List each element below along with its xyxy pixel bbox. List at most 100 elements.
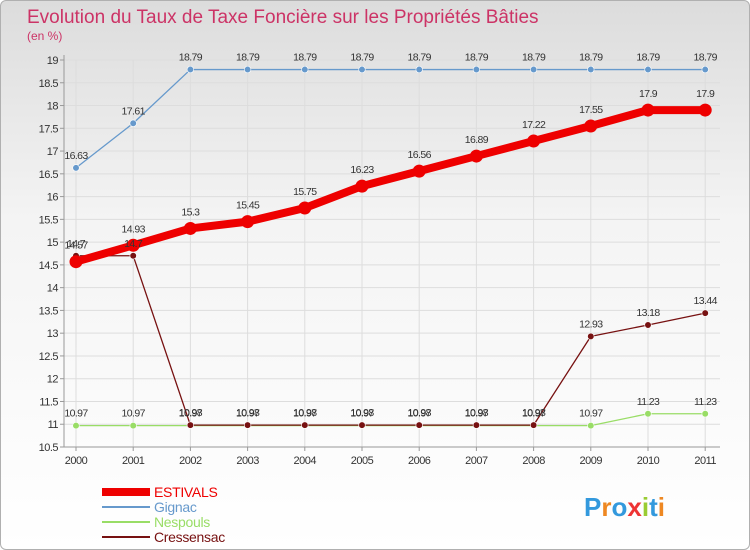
data-label-cressensac: 14.7 bbox=[67, 238, 86, 250]
y-tick-label: 13.5 bbox=[39, 305, 59, 317]
data-point-gignac bbox=[587, 65, 595, 74]
data-label-estivals: 17.55 bbox=[579, 104, 603, 116]
data-point-estivals bbox=[698, 103, 712, 117]
data-label-gignac: 18.79 bbox=[522, 52, 546, 64]
y-tick-label: 18.5 bbox=[39, 78, 59, 90]
data-label-estivals: 17.9 bbox=[639, 88, 658, 100]
data-point-cressensac bbox=[415, 421, 423, 429]
data-label-estivals: 15.3 bbox=[181, 206, 200, 218]
data-label-gignac: 18.79 bbox=[465, 52, 489, 64]
data-point-nespouls bbox=[701, 410, 709, 418]
data-label-nespouls: 10.97 bbox=[122, 408, 146, 420]
data-point-gignac bbox=[358, 65, 366, 74]
data-label-cressensac: 13.44 bbox=[694, 295, 718, 307]
legend-label-gignac: Gignac bbox=[154, 499, 197, 515]
data-point-estivals bbox=[241, 215, 255, 229]
data-label-cressensac: 12.93 bbox=[579, 318, 603, 330]
y-tick-label: 15 bbox=[47, 237, 59, 249]
data-label-estivals: 14.93 bbox=[122, 223, 146, 235]
series-line-gignac bbox=[75, 68, 706, 169]
data-label-gignac: 18.79 bbox=[408, 52, 432, 64]
data-point-gignac bbox=[415, 65, 423, 74]
data-label-nespouls: 10.97 bbox=[293, 408, 317, 420]
data-point-estivals bbox=[355, 179, 369, 193]
data-point-gignac bbox=[301, 65, 309, 74]
data-label-estivals: 17.9 bbox=[696, 88, 715, 100]
data-label-cressensac: 13.18 bbox=[636, 307, 660, 319]
data-point-gignac bbox=[129, 119, 137, 127]
chart-subtitle: (en %) bbox=[27, 29, 62, 43]
x-tick-label: 2002 bbox=[179, 455, 202, 467]
data-label-gignac: 18.79 bbox=[350, 52, 374, 64]
data-label-cressensac: 10.98 bbox=[293, 407, 317, 419]
data-point-nespouls bbox=[587, 422, 595, 430]
data-point-gignac bbox=[701, 65, 709, 74]
data-point-nespouls bbox=[644, 410, 652, 418]
data-label-nespouls: 10.97 bbox=[465, 408, 489, 420]
y-tick-label: 14 bbox=[47, 283, 59, 295]
x-tick-label: 2005 bbox=[351, 455, 374, 467]
data-point-cressensac bbox=[701, 309, 709, 317]
data-point-estivals bbox=[469, 149, 483, 163]
data-label-gignac: 18.79 bbox=[636, 52, 660, 64]
data-label-gignac: 18.79 bbox=[579, 52, 603, 64]
series-line-cressensac bbox=[75, 255, 706, 426]
data-label-gignac: 18.79 bbox=[236, 52, 260, 64]
x-tick-label: 2004 bbox=[294, 455, 317, 467]
data-point-cressensac bbox=[186, 421, 194, 429]
data-point-gignac bbox=[529, 65, 538, 74]
data-point-estivals bbox=[584, 119, 598, 133]
y-tick-label: 17.5 bbox=[39, 123, 59, 135]
data-point-estivals bbox=[69, 255, 83, 269]
data-labels: 14.57 14.93 15.3 15.45 15.75 16.23 16.56 16.89 1… bbox=[64, 52, 718, 420]
data-label-estivals: 16.89 bbox=[465, 134, 489, 146]
y-tick-label: 12.5 bbox=[39, 351, 59, 363]
x-tick-label: 2000 bbox=[65, 455, 88, 467]
data-label-nespouls: 10.97 bbox=[64, 408, 88, 420]
data-label-nespouls: 10.97 bbox=[522, 408, 546, 420]
data-point-estivals bbox=[183, 221, 197, 235]
chart-title: Evolution du Taux de Taxe Foncière sur l… bbox=[27, 7, 539, 28]
data-label-nespouls: 11.23 bbox=[694, 396, 717, 408]
data-label-estivals: 17.22 bbox=[522, 119, 546, 131]
data-label-nespouls: 10.97 bbox=[579, 408, 603, 420]
data-label-cressensac: 10.98 bbox=[179, 407, 203, 419]
data-point-gignac bbox=[72, 164, 80, 172]
data-label-cressensac: 10.98 bbox=[350, 407, 374, 419]
y-tick-label: 16 bbox=[47, 192, 59, 204]
y-tick-label: 13 bbox=[47, 328, 59, 340]
data-label-cressensac: 10.98 bbox=[522, 407, 546, 419]
legend-label-estivals: ESTIVALS bbox=[154, 484, 217, 500]
data-label-nespouls: 10.97 bbox=[350, 408, 374, 420]
x-tick-label: 2003 bbox=[236, 455, 259, 467]
data-point-cressensac bbox=[244, 421, 252, 429]
data-label-estivals: 15.45 bbox=[236, 200, 260, 212]
y-tick-label: 14.5 bbox=[39, 260, 59, 272]
y-tick-label: 17 bbox=[47, 146, 59, 158]
data-label-estivals: 16.23 bbox=[350, 164, 374, 176]
legend-label-cressensac: Cressensac bbox=[154, 529, 225, 545]
data-point-cressensac bbox=[644, 321, 652, 329]
data-label-gignac: 17.61 bbox=[122, 105, 146, 117]
y-tick-label: 10.5 bbox=[39, 442, 59, 454]
data-label-nespouls: 10.97 bbox=[408, 408, 432, 420]
x-tick-label: 2007 bbox=[465, 455, 488, 467]
proxiti-logo: Proxiti bbox=[584, 492, 665, 522]
data-label-estivals: 14.57 bbox=[64, 240, 88, 252]
data-label-gignac: 18.79 bbox=[694, 52, 718, 64]
data-point-gignac bbox=[186, 65, 194, 74]
x-tick-label: 2006 bbox=[408, 455, 431, 467]
y-tick-label: 16.5 bbox=[39, 169, 59, 181]
x-tick-label: 2011 bbox=[694, 455, 716, 467]
data-point-cressensac bbox=[358, 421, 366, 429]
data-point-gignac bbox=[472, 65, 481, 74]
data-point-estivals bbox=[412, 164, 426, 178]
x-tick-label: 2008 bbox=[522, 455, 545, 467]
y-tick-label: 19 bbox=[47, 55, 59, 67]
legend-label-nespouls: Nespouls bbox=[154, 514, 210, 530]
data-point-estivals bbox=[641, 103, 655, 117]
data-label-gignac: 18.79 bbox=[293, 52, 317, 64]
data-label-nespouls: 10.97 bbox=[236, 408, 260, 420]
